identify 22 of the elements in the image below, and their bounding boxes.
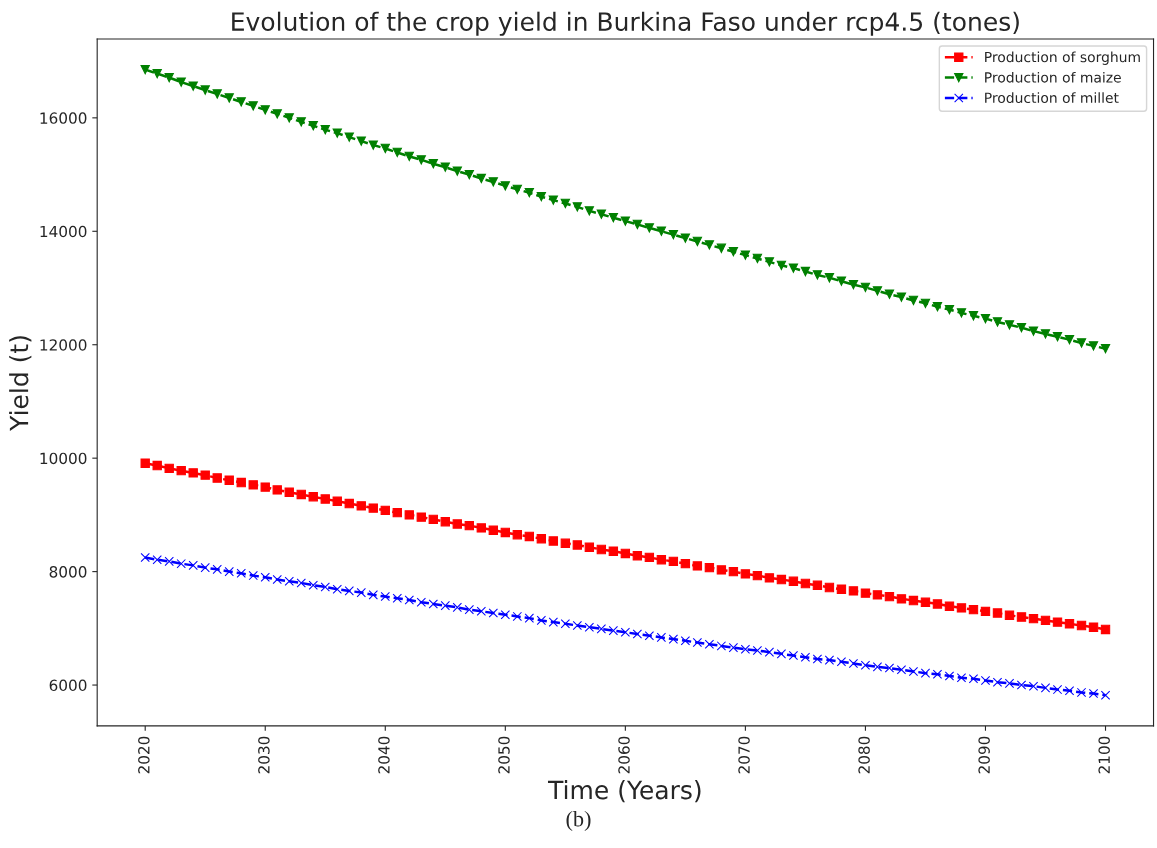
x-tick-label: 2070 (738, 736, 750, 774)
x-tick-label: 2020 (138, 736, 150, 774)
y-tick-label: 10000 (40, 452, 87, 465)
chart-title: Evolution of the crop yield in Burkina Faso under rcp4.5 (tones) (232, 11, 1019, 36)
y-tick-label: 8000 (49, 566, 87, 578)
x-tick-label: 2100 (1098, 736, 1110, 774)
x-tick-label: 2080 (858, 736, 870, 774)
legend-label: Production of maize (985, 71, 1121, 83)
x-tick-label: 2040 (378, 736, 390, 774)
text: (b) (566, 810, 591, 832)
x-tick-label: 2090 (978, 736, 990, 774)
legend-label: Production of sorghum (985, 51, 1140, 65)
y-tick-label: 16000 (40, 112, 87, 124)
y-axis-title: Yield (t) (9, 336, 32, 431)
x-axis-title: Time (Years) (547, 780, 701, 803)
legend-label: Production of millet (985, 92, 1119, 104)
x-tick-label: 2030 (258, 736, 270, 774)
y-tick-label: 14000 (40, 225, 87, 238)
x-tick-label: 2060 (618, 736, 630, 774)
y-tick-label: 6000 (49, 679, 87, 692)
y-tick-label: 12000 (40, 339, 87, 351)
x-tick-label: 2050 (498, 736, 510, 774)
